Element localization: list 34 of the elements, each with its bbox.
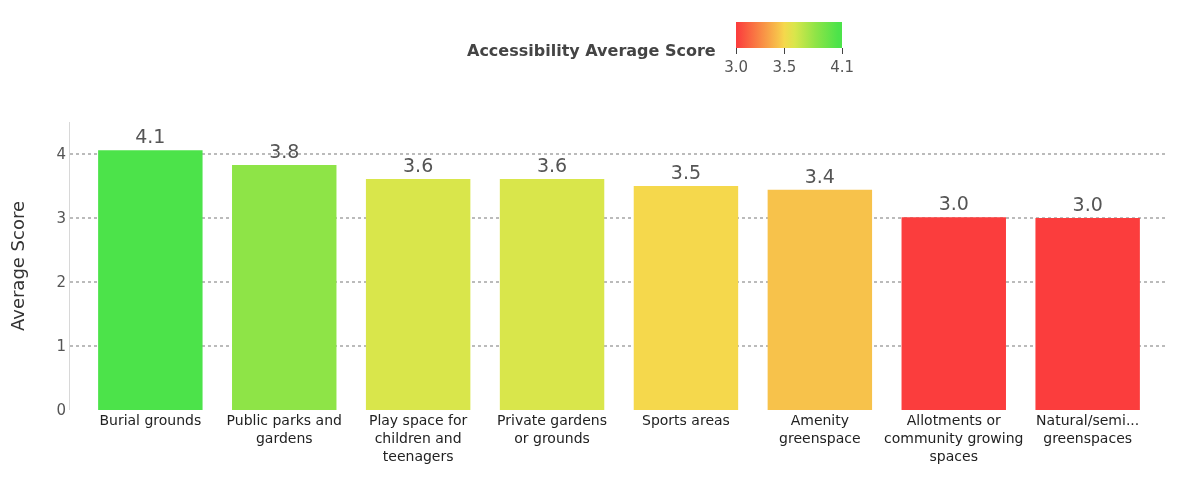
data-label: 3.6 bbox=[536, 153, 568, 176]
color-bar-title: Accessibility Average Score bbox=[467, 41, 716, 60]
data-label: 3.8 bbox=[269, 139, 300, 162]
color-bar-label: 4.1 bbox=[830, 57, 855, 76]
x-tick-label: Burial grounds bbox=[99, 412, 202, 428]
data-label: 3.4 bbox=[804, 164, 835, 187]
y-tick-label: 3 bbox=[56, 209, 66, 228]
y-tick-label: 0 bbox=[56, 401, 66, 420]
bar bbox=[499, 178, 605, 410]
x-tick-label: Sports areas bbox=[642, 412, 730, 428]
y-tick-label: 4 bbox=[56, 145, 66, 164]
x-tick-label: Natural/semi... greenspaces bbox=[1036, 412, 1140, 447]
x-tick-label: Public parks and gardens bbox=[226, 412, 342, 447]
bar bbox=[232, 164, 337, 410]
bar bbox=[1035, 218, 1140, 410]
y-axis-title: Average Score bbox=[7, 200, 28, 332]
color-bar-label: 3.5 bbox=[772, 57, 797, 76]
data-label: 3.0 bbox=[938, 192, 969, 215]
bar bbox=[633, 186, 739, 410]
x-tick-label: Allotments or community growing spaces bbox=[884, 412, 1024, 465]
bar bbox=[767, 189, 873, 410]
data-label: 3.6 bbox=[403, 153, 434, 176]
x-tick-label: Private gardens or grounds bbox=[497, 412, 607, 447]
bar bbox=[365, 178, 471, 410]
bar bbox=[98, 150, 203, 410]
x-tick-label: Play space for children and teenagers bbox=[368, 412, 468, 465]
x-tick-label: Amenity greenspace bbox=[779, 412, 861, 447]
y-tick-label: 2 bbox=[56, 273, 66, 292]
color-bar-label: 3.0 bbox=[724, 57, 749, 76]
y-tick-label: 1 bbox=[56, 337, 66, 356]
data-label: 4.1 bbox=[135, 125, 166, 148]
data-label: 3.0 bbox=[1072, 193, 1103, 215]
bar bbox=[901, 217, 1006, 410]
data-label: 3.5 bbox=[670, 161, 702, 183]
